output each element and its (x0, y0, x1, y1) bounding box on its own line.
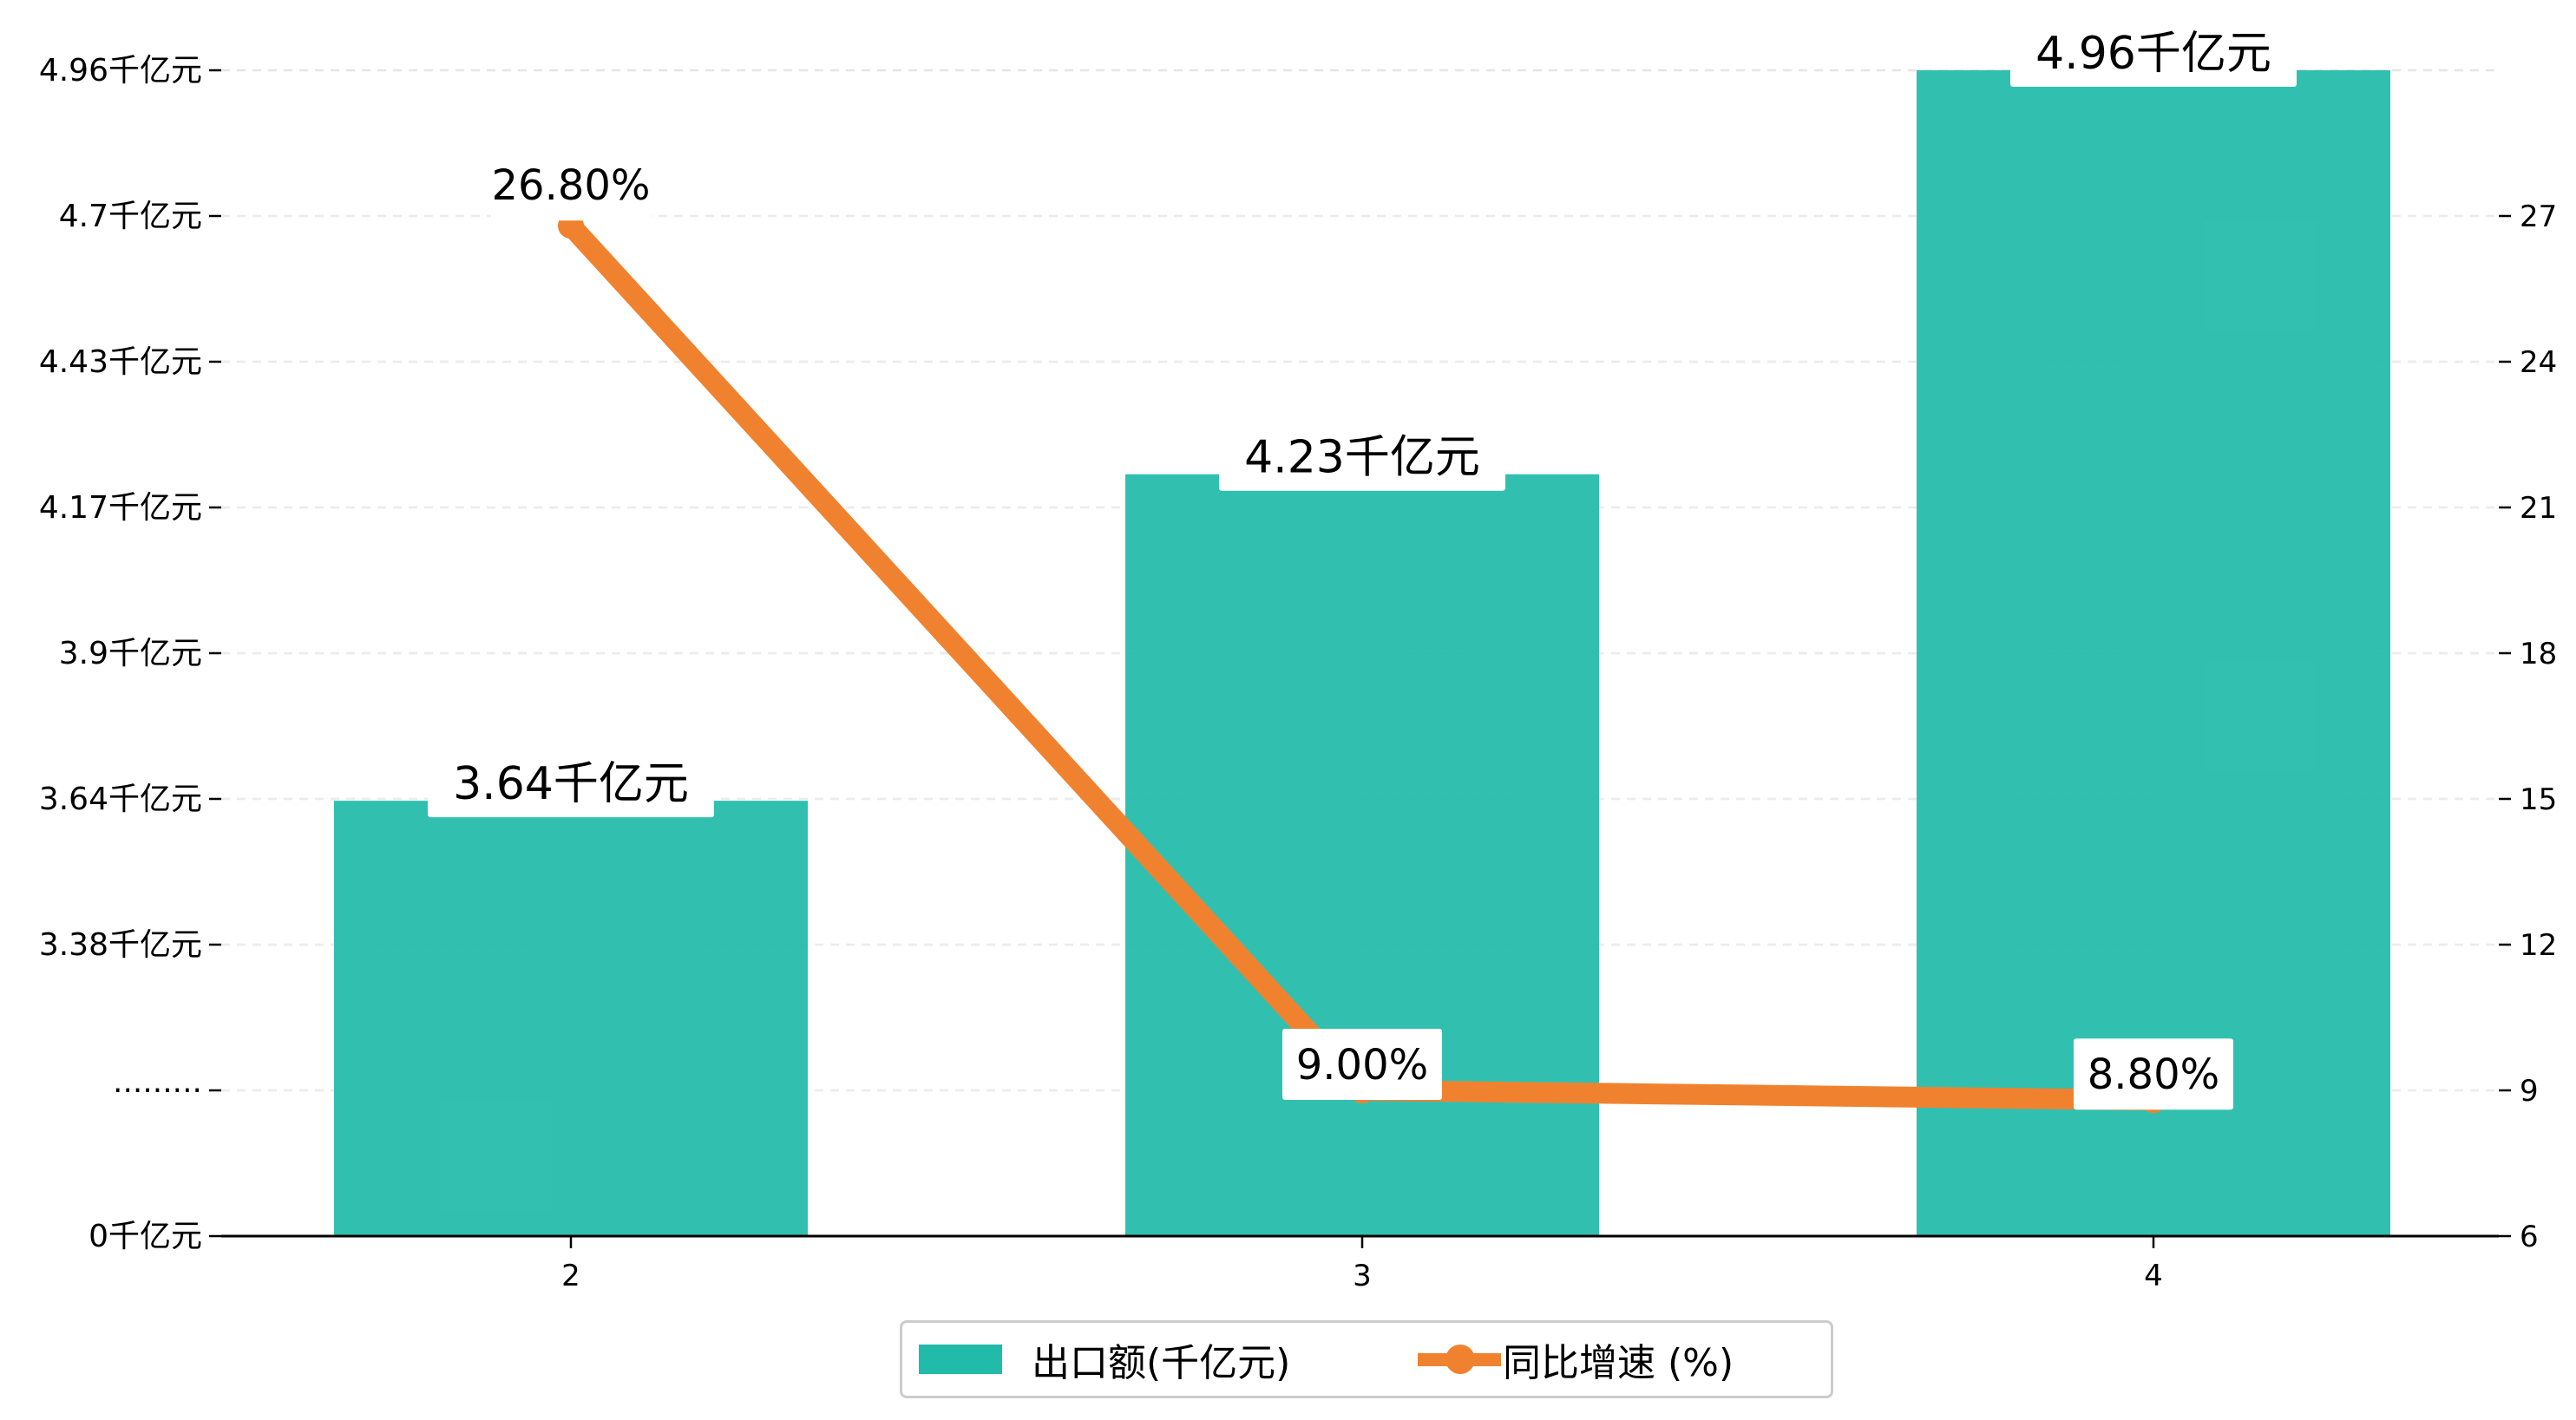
left-axis-tick-label: 4.17千亿元 (39, 490, 202, 526)
left-axis-tick-label: 3.9千亿元 (59, 636, 202, 671)
left-axis-tick-label: 0千亿元 (88, 1219, 202, 1254)
line-value-label: 26.80% (491, 161, 650, 210)
legend-label-export: 出口额(千亿元) (1032, 1341, 1291, 1385)
bar-3 (1125, 474, 1599, 1236)
x-axis-tick-label: 4 (2144, 1259, 2163, 1293)
bar-value-label-box (2010, 31, 2297, 87)
bar-value-label-box (1219, 435, 1505, 491)
right-axis-tick-label: 24 (2520, 345, 2557, 380)
line-value-label-box (491, 149, 651, 221)
bar-2 (334, 801, 808, 1236)
right-axis-tick-label: 15 (2520, 782, 2557, 817)
x-axis-tick-label: 3 (1353, 1259, 1372, 1293)
right-axis-tick-label: 12 (2520, 928, 2557, 963)
legend: 出口额(千亿元) 同比增速 (%) (900, 1320, 1833, 1398)
line-value-label-box (2074, 1038, 2233, 1110)
legend-label-growth: 同比增速 (%) (1503, 1341, 1734, 1385)
left-axis-tick-label: 4.96千亿元 (39, 53, 202, 88)
left-axis-tick-label: ········· (113, 1073, 202, 1109)
bar-value-label: 4.23千亿元 (1244, 432, 1480, 484)
right-axis-tick-label: 6 (2520, 1220, 2539, 1254)
bar-value-label: 4.96千亿元 (2035, 28, 2271, 80)
right-axis-tick-label: 21 (2520, 491, 2557, 526)
legend-swatch-export (919, 1345, 1002, 1374)
legend-item-export: 出口额(千亿元) (919, 1323, 1290, 1396)
line-value-label: 9.00% (1296, 1041, 1428, 1090)
line-value-label-box (1282, 1029, 1442, 1100)
legend-item-growth: 同比增速 (%) (1418, 1323, 1734, 1396)
left-axis-tick-label: 4.43千亿元 (39, 344, 202, 380)
line-value-label: 8.80% (2088, 1050, 2219, 1099)
left-axis-tick-label: 3.64千亿元 (39, 782, 202, 817)
right-axis-tick-label: 27 (2520, 200, 2557, 234)
legend-swatch-growth (1418, 1345, 1501, 1374)
bar-value-label: 3.64千亿元 (453, 758, 689, 810)
right-axis-tick-label: 18 (2520, 637, 2557, 671)
left-axis-tick-label: 3.38千亿元 (39, 927, 202, 963)
left-axis-tick-label: 4.7千亿元 (59, 199, 202, 234)
x-axis-tick-label: 2 (561, 1259, 580, 1293)
right-axis-tick-label: 9 (2520, 1074, 2539, 1109)
bar-value-label-box (428, 762, 714, 818)
